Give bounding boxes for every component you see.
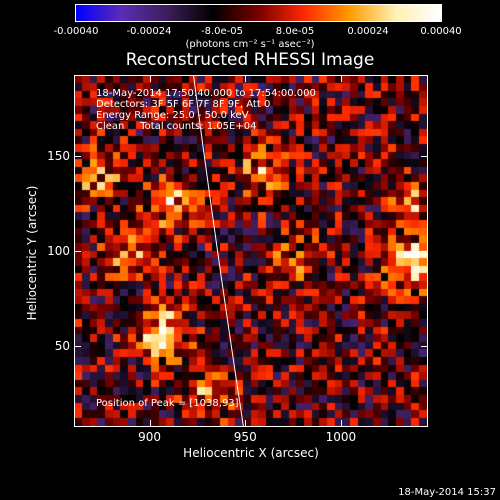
solar-limb-line (193, 76, 244, 426)
colorbar (75, 4, 442, 22)
x-tick-mark (149, 420, 151, 426)
x-tick-mark (245, 76, 247, 82)
colorbar-tick: 8.0e-05 (275, 26, 315, 37)
x-tick-mark (340, 420, 342, 426)
info-time-range: 18-May-2014 17:50:40.000 to 17:54:00.000 (96, 88, 316, 99)
x-tick-label: 900 (138, 430, 162, 444)
colorbar-units: (photons cm⁻² s⁻¹ asec⁻²) (185, 39, 315, 50)
colorbar-tick: -8.0e-05 (201, 26, 243, 37)
x-tick-mark (340, 76, 342, 82)
y-tick-label: 100 (47, 244, 70, 258)
colorbar-tick: 0.00040 (420, 26, 462, 37)
x-tick-label: 950 (233, 430, 257, 444)
y-tick-mark (421, 346, 427, 348)
colorbar-tick: -0.00040 (53, 26, 99, 37)
colorbar-tick: 0.00024 (347, 26, 389, 37)
x-axis-label: Heliocentric X (arcsec) (183, 446, 319, 460)
peak-position-label: Position of Peak = [1038,93] (96, 398, 239, 409)
x-tick-label: 1000 (325, 430, 357, 444)
timestamp: 18-May-2014 15:37 (398, 487, 496, 498)
y-tick-label: 150 (47, 148, 70, 163)
y-tick-mark (75, 346, 81, 348)
info-energy-range: Energy Range: 25.0 - 50.0 keV (96, 110, 249, 121)
y-axis-label: Heliocentric Y (arcsec) (25, 185, 39, 321)
heatmap-image (75, 76, 427, 426)
colorbar-tick: -0.00024 (126, 26, 172, 37)
colorbar-gradient (76, 5, 441, 21)
y-tick-label: 50 (54, 339, 70, 354)
info-clean-counts: Clean Total counts: 1.05E+04 (96, 121, 257, 132)
y-tick-mark (75, 155, 81, 157)
y-tick-mark (75, 251, 81, 252)
plot-area: 18-May-2014 17:50:40.000 to 17:54:00.000… (74, 75, 428, 427)
x-tick-mark (149, 76, 151, 82)
x-tick-mark (245, 420, 247, 426)
y-tick-mark (421, 155, 427, 157)
y-tick-mark (421, 251, 427, 252)
info-detectors: Detectors: 3F 5F 6F 7F 8F 9F, Att 0 (96, 99, 271, 110)
plot-title: Reconstructed RHESSI Image (125, 50, 375, 70)
